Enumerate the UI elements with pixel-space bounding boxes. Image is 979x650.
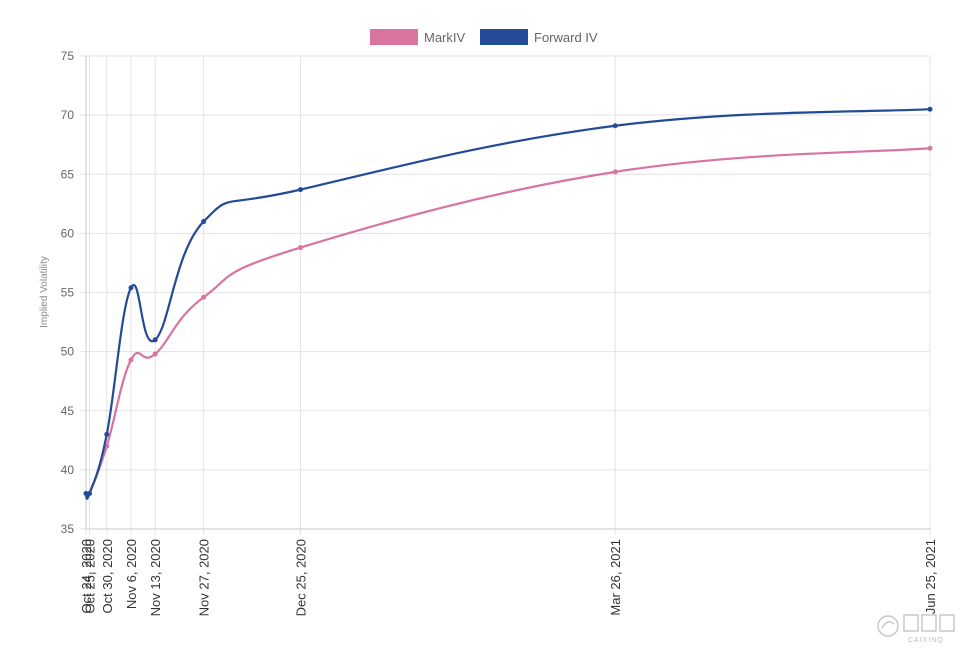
y-tick-label: 55 — [61, 286, 75, 300]
x-tick-label: Oct 25, 2020 — [82, 539, 97, 613]
grid — [80, 55, 931, 535]
y-tick-label: 65 — [61, 167, 75, 181]
y-tick-label: 60 — [61, 226, 75, 240]
data-point-forward-iv[interactable] — [297, 187, 303, 193]
data-point-markiv[interactable] — [152, 351, 158, 357]
watermark-logo-icon — [877, 615, 899, 637]
data-point-forward-iv[interactable] — [927, 106, 933, 112]
series-line-markiv — [84, 147, 931, 499]
y-tick-label: 70 — [61, 108, 75, 122]
series-group — [83, 106, 933, 500]
series-line-forward-iv — [84, 108, 931, 500]
watermark-glyph-3 — [939, 614, 955, 632]
y-tick-label: 75 — [61, 49, 75, 63]
x-tick-label: Dec 25, 2020 — [293, 539, 308, 616]
x-tick-label: Nov 27, 2020 — [197, 539, 212, 616]
watermark-text: CAIXINQ — [908, 637, 944, 644]
data-point-forward-iv[interactable] — [104, 431, 110, 437]
legend-label-forward-iv[interactable]: Forward IV — [534, 30, 598, 45]
x-tick-label: Oct 24, 2020 — [79, 539, 94, 613]
watermark-glyph-1 — [903, 614, 919, 632]
y-tick-label: 35 — [61, 522, 75, 536]
x-tick-label: Jun 25, 2021 — [923, 539, 938, 614]
legend-swatch-forward-iv[interactable] — [480, 29, 528, 45]
data-point-forward-iv[interactable] — [86, 491, 92, 497]
y-axis-label: Implied Volatility — [39, 256, 50, 328]
data-point-markiv[interactable] — [612, 169, 618, 175]
watermark-logo-mark-icon — [881, 621, 895, 629]
data-point-forward-iv[interactable] — [83, 491, 89, 497]
x-tick-label: Mar 26, 2021 — [608, 539, 623, 616]
watermark-glyph-2 — [921, 614, 937, 632]
data-point-forward-iv[interactable] — [612, 123, 618, 129]
data-point-markiv[interactable] — [297, 245, 303, 251]
x-tick-label: Nov 13, 2020 — [148, 539, 163, 616]
legend-label-markiv[interactable]: MarkIV — [424, 30, 466, 45]
legend-swatch-markiv[interactable] — [370, 29, 418, 45]
watermark: CAIXINQ — [877, 614, 955, 644]
data-point-markiv[interactable] — [128, 357, 134, 363]
data-point-forward-iv[interactable] — [201, 219, 207, 225]
y-tick-label: 40 — [61, 463, 75, 477]
y-tick-label: 50 — [61, 345, 75, 359]
x-tick-label: Nov 6, 2020 — [124, 539, 139, 609]
data-point-forward-iv[interactable] — [128, 285, 134, 291]
data-point-markiv[interactable] — [201, 294, 207, 300]
x-tick-label: Oct 30, 2020 — [100, 539, 115, 613]
y-tick-label: 45 — [61, 404, 75, 418]
data-point-markiv[interactable] — [927, 145, 933, 151]
data-point-forward-iv[interactable] — [152, 337, 158, 343]
legend[interactable]: MarkIV Forward IV — [370, 29, 598, 45]
